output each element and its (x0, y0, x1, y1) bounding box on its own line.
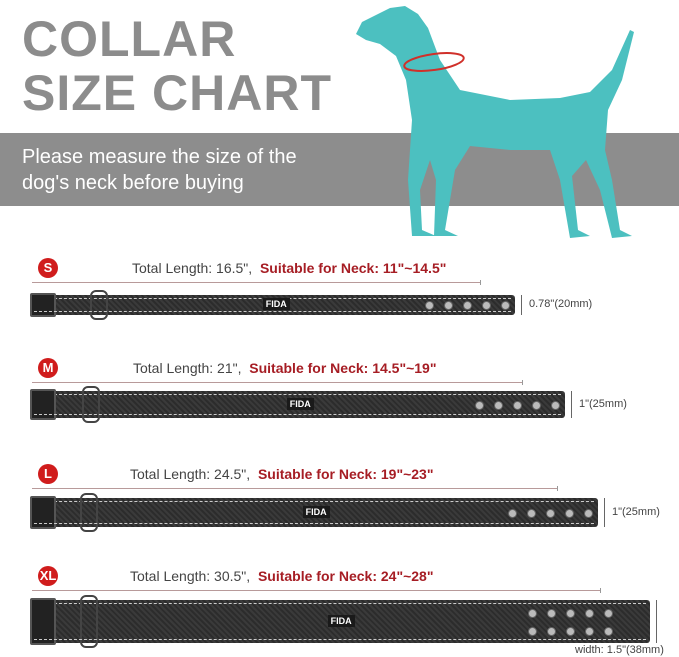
measure-tick (480, 280, 481, 285)
measure-tick (600, 588, 601, 593)
measure-tick (557, 486, 558, 491)
length-text: Total Length: 16.5", Suitable for Neck: … (132, 260, 446, 276)
measure-line (32, 282, 480, 283)
title-line1: COLLAR (22, 11, 237, 67)
collar-image: FIDA (30, 386, 565, 423)
hole (604, 608, 613, 618)
hole (527, 508, 536, 518)
d-ring (90, 290, 108, 320)
dog-silhouette-icon (356, 6, 634, 238)
size-badge: S (38, 258, 58, 278)
neck-range: Suitable for Neck: 11"~14.5" (259, 260, 447, 276)
neck-range: Suitable for Neck: 14.5"~19" (249, 360, 437, 376)
width-text: 1"(25mm) (579, 397, 627, 410)
hole (585, 608, 594, 618)
hole (604, 626, 613, 636)
neck-range: Suitable for Neck: 24"~28" (257, 568, 434, 584)
hole (513, 400, 522, 410)
neck-range: Suitable for Neck: 19"~23" (257, 466, 434, 482)
measure-line (32, 382, 522, 383)
width-marker (521, 295, 522, 315)
measure-line (32, 590, 600, 591)
buckle (30, 293, 56, 317)
hole (566, 626, 575, 636)
measure-tick (522, 380, 523, 385)
hole (425, 301, 434, 310)
size-badge: XL (38, 566, 58, 586)
hole (475, 400, 484, 410)
collar-image: FIDA (30, 290, 515, 320)
d-ring (80, 595, 98, 648)
width-marker (656, 600, 657, 643)
hole (566, 608, 575, 618)
width-text: 0.78"(20mm) (529, 298, 593, 310)
total-length: Total Length: 21", (133, 360, 242, 376)
length-text: Total Length: 24.5", Suitable for Neck: … (130, 466, 433, 482)
brand-logo: FIDA (302, 505, 330, 518)
length-text: Total Length: 21", Suitable for Neck: 14… (133, 360, 436, 376)
hole (463, 301, 472, 310)
hole (444, 301, 453, 310)
d-ring (82, 386, 100, 423)
hole (585, 626, 594, 636)
brand-logo: FIDA (327, 614, 355, 627)
total-length: Total Length: 16.5", (132, 260, 253, 276)
length-text: Total Length: 30.5", Suitable for Neck: … (130, 568, 433, 584)
total-length: Total Length: 24.5", (130, 466, 251, 482)
collar-image: FIDA (30, 595, 650, 648)
instruction-line2: dog's neck before buying (22, 172, 244, 194)
hole (482, 301, 491, 310)
brand-logo: FIDA (286, 397, 314, 410)
width-text: width: 1.5"(38mm) (575, 644, 664, 656)
hole (528, 626, 537, 636)
total-length: Total Length: 30.5", (130, 568, 251, 584)
buckle (30, 496, 56, 529)
hole (547, 626, 556, 636)
hole (547, 608, 556, 618)
width-text: 1"(25mm) (612, 505, 660, 518)
hole (532, 400, 541, 410)
title-line2: SIZE CHART (22, 65, 332, 121)
hole (494, 400, 503, 410)
d-ring (80, 493, 98, 532)
size-badge: M (38, 358, 58, 378)
hole (551, 400, 560, 410)
brand-logo: FIDA (262, 298, 290, 310)
hole (546, 508, 555, 518)
buckle (30, 598, 56, 645)
buckle (30, 389, 56, 420)
hole (584, 508, 593, 518)
measure-line (32, 488, 557, 489)
size-badge: L (38, 464, 58, 484)
collar-image: FIDA (30, 493, 598, 532)
width-marker (571, 391, 572, 418)
width-marker (604, 498, 605, 527)
hole (501, 301, 510, 310)
hole (565, 508, 574, 518)
hole (528, 608, 537, 618)
instruction-text: Please measure the size of the dog's nec… (22, 144, 297, 196)
instruction-line1: Please measure the size of the (22, 146, 297, 168)
hole (508, 508, 517, 518)
